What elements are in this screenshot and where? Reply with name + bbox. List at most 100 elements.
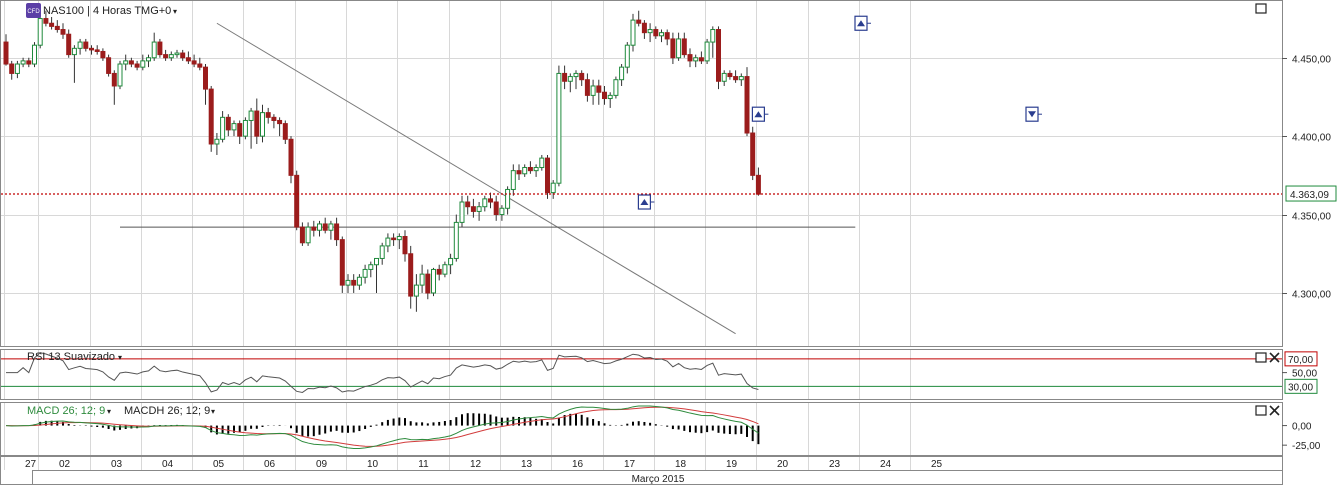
candle[interactable] [556, 65, 562, 187]
candle[interactable] [356, 274, 362, 290]
candle[interactable] [146, 54, 151, 68]
candle[interactable] [539, 154, 545, 171]
candle[interactable] [710, 26, 716, 58]
candle[interactable] [505, 186, 511, 215]
candle[interactable] [168, 51, 174, 61]
candle[interactable] [100, 48, 106, 61]
candle[interactable] [299, 222, 305, 246]
candle[interactable] [43, 10, 49, 27]
candle[interactable] [265, 107, 271, 124]
candle[interactable] [442, 261, 448, 278]
candle[interactable] [282, 120, 288, 144]
candle[interactable] [254, 98, 260, 144]
candle[interactable] [522, 164, 528, 177]
candle[interactable] [431, 267, 436, 297]
rsi-plot[interactable] [1, 352, 1282, 394]
candle[interactable] [721, 70, 727, 86]
candle[interactable] [408, 245, 414, 309]
candle[interactable] [436, 264, 442, 281]
candle[interactable] [345, 274, 351, 293]
candle[interactable] [94, 45, 100, 55]
candle[interactable] [385, 233, 391, 253]
candle[interactable] [242, 117, 248, 140]
candle[interactable] [294, 170, 300, 231]
rsi-line[interactable] [6, 352, 759, 394]
candle[interactable] [624, 42, 630, 74]
candle[interactable] [681, 32, 687, 58]
candle[interactable] [567, 73, 573, 93]
candle[interactable] [317, 220, 322, 237]
candle[interactable] [271, 114, 277, 129]
candle[interactable] [311, 220, 317, 237]
candle[interactable] [659, 29, 664, 43]
candle[interactable] [533, 164, 539, 177]
symbol-title[interactable]: NAS100 | 4 Horas TMG+0 [43, 5, 171, 17]
macd-signal-line[interactable] [5, 406, 759, 447]
candle[interactable] [71, 45, 77, 83]
macd-line[interactable] [5, 405, 759, 450]
macdh-title[interactable]: MACDH 26; 12; 9 [124, 405, 210, 417]
candle[interactable] [727, 70, 733, 80]
candle[interactable] [607, 92, 613, 108]
candle[interactable] [459, 195, 465, 228]
candle[interactable] [448, 253, 454, 275]
candle[interactable] [157, 38, 163, 58]
candle[interactable] [277, 117, 283, 137]
candle[interactable] [203, 64, 208, 105]
candle[interactable] [413, 274, 419, 312]
candle[interactable] [117, 60, 123, 90]
candle[interactable] [516, 164, 522, 181]
candle[interactable] [573, 70, 579, 90]
candle[interactable] [32, 42, 37, 68]
candle[interactable] [465, 195, 471, 215]
macd-plot[interactable] [5, 405, 760, 450]
candle[interactable] [60, 23, 66, 39]
buy-signal-icon[interactable] [751, 106, 769, 122]
candle[interactable] [180, 49, 186, 61]
candle[interactable] [562, 65, 568, 90]
candle[interactable] [391, 233, 397, 246]
candle[interactable] [716, 26, 721, 90]
candle[interactable] [545, 154, 550, 199]
candle[interactable] [602, 85, 607, 105]
candle[interactable] [225, 114, 231, 137]
candle[interactable] [9, 60, 15, 80]
candle[interactable] [676, 32, 682, 61]
candle[interactable] [647, 23, 653, 43]
candle[interactable] [37, 13, 43, 49]
candle[interactable] [630, 13, 636, 52]
candle[interactable] [54, 20, 60, 33]
candle[interactable] [77, 38, 83, 55]
macd-title[interactable]: MACD 26; 12; 9 [27, 405, 105, 417]
candle[interactable] [687, 48, 693, 68]
candle[interactable] [636, 10, 642, 27]
candle[interactable] [738, 73, 744, 86]
candle[interactable] [3, 34, 9, 66]
candle[interactable] [197, 57, 203, 71]
maximize-main-icon[interactable] [1255, 3, 1267, 14]
candle[interactable] [163, 49, 169, 61]
candle[interactable] [579, 70, 585, 86]
candle[interactable] [362, 264, 368, 284]
symbol-dropdown-icon[interactable]: ▾ [173, 7, 177, 16]
candle[interactable] [488, 192, 493, 209]
candle[interactable] [334, 217, 340, 246]
candle[interactable] [470, 198, 476, 218]
candle[interactable] [590, 79, 596, 105]
candle[interactable] [351, 274, 357, 293]
candle[interactable] [584, 73, 590, 102]
candle[interactable] [664, 29, 670, 46]
candle[interactable] [510, 164, 516, 196]
candle[interactable] [134, 60, 140, 71]
maximize-rsi-icon[interactable] [1255, 352, 1267, 363]
candle[interactable] [231, 120, 237, 137]
candle[interactable] [750, 126, 756, 181]
candle[interactable] [260, 104, 265, 143]
candle[interactable] [482, 195, 488, 212]
candle[interactable] [26, 57, 32, 68]
candle[interactable] [208, 85, 214, 152]
candle[interactable] [550, 180, 556, 199]
candle[interactable] [619, 64, 625, 86]
candle[interactable] [374, 257, 379, 293]
